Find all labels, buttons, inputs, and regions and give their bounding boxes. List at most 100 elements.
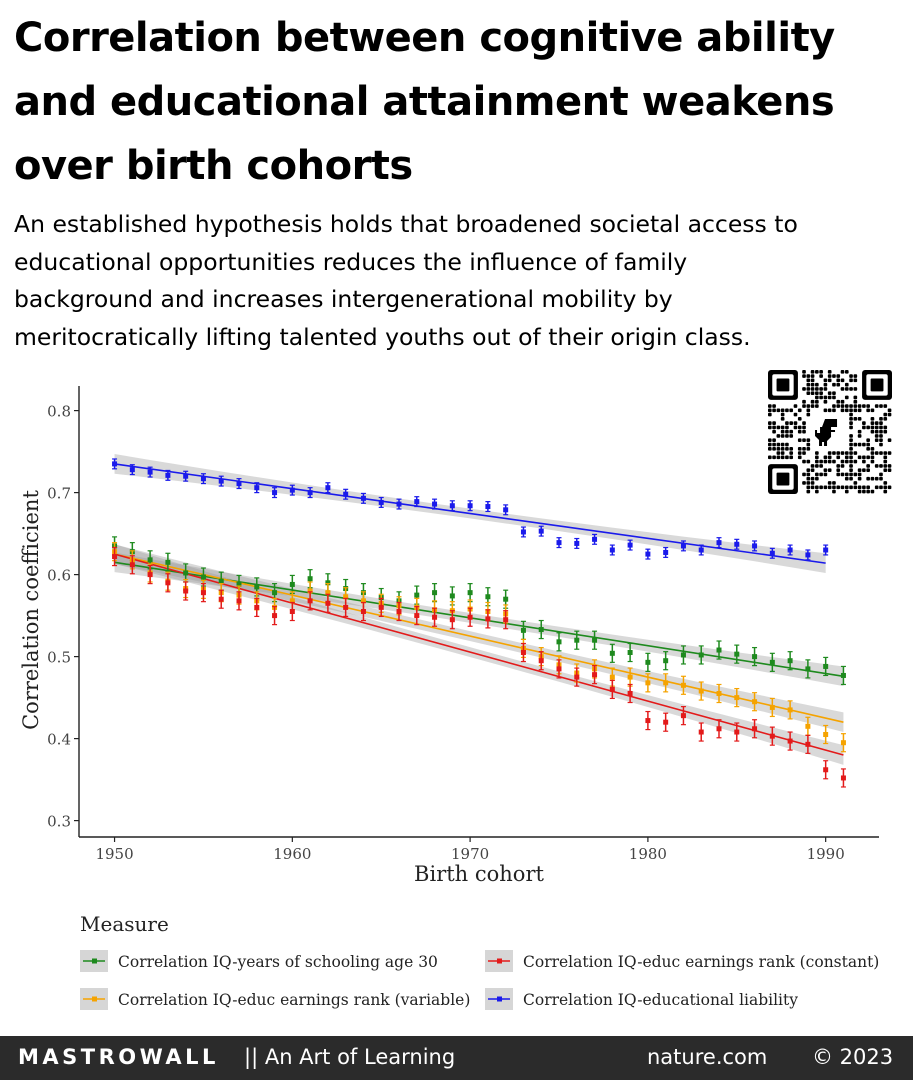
data-point	[823, 767, 829, 773]
source-site: nature.com	[647, 1045, 768, 1069]
qr-finder	[776, 378, 790, 392]
qr-module	[853, 442, 858, 447]
qr-module	[815, 370, 819, 374]
qr-module	[879, 485, 883, 490]
data-point	[663, 658, 669, 664]
qr-module	[810, 391, 815, 396]
qr-module	[793, 425, 798, 430]
qr-module	[793, 421, 798, 425]
qr-module	[768, 438, 772, 443]
qr-module	[849, 455, 853, 460]
qr-module	[827, 455, 832, 460]
qr-module	[785, 455, 789, 460]
qr-module	[810, 464, 815, 468]
qr-module	[874, 425, 879, 430]
qr-module	[862, 442, 866, 447]
data-point	[609, 547, 615, 553]
qr-module	[836, 464, 841, 468]
data-point	[574, 674, 580, 680]
qr-module	[819, 374, 823, 378]
qr-module	[810, 387, 815, 391]
qr-module	[806, 404, 811, 408]
data-point	[254, 604, 260, 610]
qr-module	[785, 408, 789, 413]
qr-module	[844, 459, 849, 464]
qr-module	[870, 421, 875, 425]
qr-module	[776, 425, 781, 430]
qr-module	[823, 382, 828, 387]
data-point	[165, 580, 171, 586]
qr-module	[853, 408, 858, 413]
y-tick-label: 0.6	[47, 567, 71, 585]
data-point	[307, 576, 313, 582]
qr-module	[844, 451, 849, 455]
qr-module	[797, 425, 802, 430]
data-point	[503, 596, 509, 602]
qr-module	[840, 378, 845, 383]
legend-label: Correlation IQ-years of schooling age 30	[118, 953, 438, 971]
qr-module	[857, 434, 862, 438]
trend-line	[114, 553, 844, 756]
qr-module	[806, 391, 811, 396]
data-point	[414, 613, 420, 619]
qr-module	[806, 442, 811, 447]
data-point	[698, 729, 704, 735]
qr-module	[832, 451, 836, 455]
y-axis-label: Correlation coefficient	[19, 490, 43, 730]
qr-module	[844, 489, 849, 494]
chart-axes: 0.3 0.4 0.5 0.6 0.7 0.8 1950 1960 1970 1980 1990	[47, 386, 879, 863]
qr-module	[793, 404, 798, 408]
qr-module	[883, 481, 888, 485]
qr-module	[862, 455, 866, 460]
legend-label: Correlation IQ-educ earnings rank (const…	[523, 953, 879, 971]
data-point	[769, 733, 775, 739]
qr-module	[840, 464, 845, 468]
qr-module	[879, 429, 883, 434]
qr-module	[815, 451, 819, 455]
data-point	[752, 699, 758, 705]
qr-module	[870, 425, 875, 430]
qr-module	[810, 481, 815, 485]
qr-module	[844, 476, 849, 481]
qr-module	[776, 455, 781, 460]
data-point	[556, 639, 562, 645]
subtitle-line: An established hypothesis holds that bro…	[14, 210, 798, 238]
data-point	[645, 718, 651, 724]
qr-module	[776, 442, 781, 447]
qr-module	[874, 464, 879, 468]
data-point	[449, 617, 455, 623]
qr-module	[806, 374, 811, 378]
qr-module	[849, 421, 853, 425]
data-point	[289, 609, 295, 614]
qr-module	[806, 468, 811, 472]
data-point	[360, 495, 366, 501]
qr-module	[883, 429, 888, 434]
qr-module	[806, 489, 811, 494]
brand-tagline: || An Art of Learning	[244, 1045, 456, 1069]
data-point	[289, 581, 295, 587]
legend-key-marker	[497, 996, 502, 1002]
qr-module	[870, 489, 875, 494]
qr-module	[823, 395, 828, 400]
data-point	[325, 485, 331, 491]
qr-module	[836, 404, 841, 408]
data-point	[645, 680, 651, 686]
data-point	[840, 775, 846, 781]
y-tick-label: 0.4	[47, 731, 71, 749]
x-axis-label: Birth cohort	[414, 862, 544, 886]
data-point	[307, 588, 313, 594]
data-point	[787, 707, 793, 713]
data-point	[165, 559, 171, 565]
qr-module	[806, 387, 811, 391]
data-point	[289, 487, 295, 493]
qr-module	[810, 404, 815, 408]
qr-module	[789, 455, 794, 460]
qr-module	[853, 485, 858, 490]
qr-module	[815, 387, 819, 391]
data-point	[200, 574, 206, 580]
qr-module	[883, 459, 888, 464]
data-point	[609, 650, 615, 656]
data-point	[183, 570, 189, 576]
qr-module	[853, 395, 858, 400]
qr-module	[862, 421, 866, 425]
